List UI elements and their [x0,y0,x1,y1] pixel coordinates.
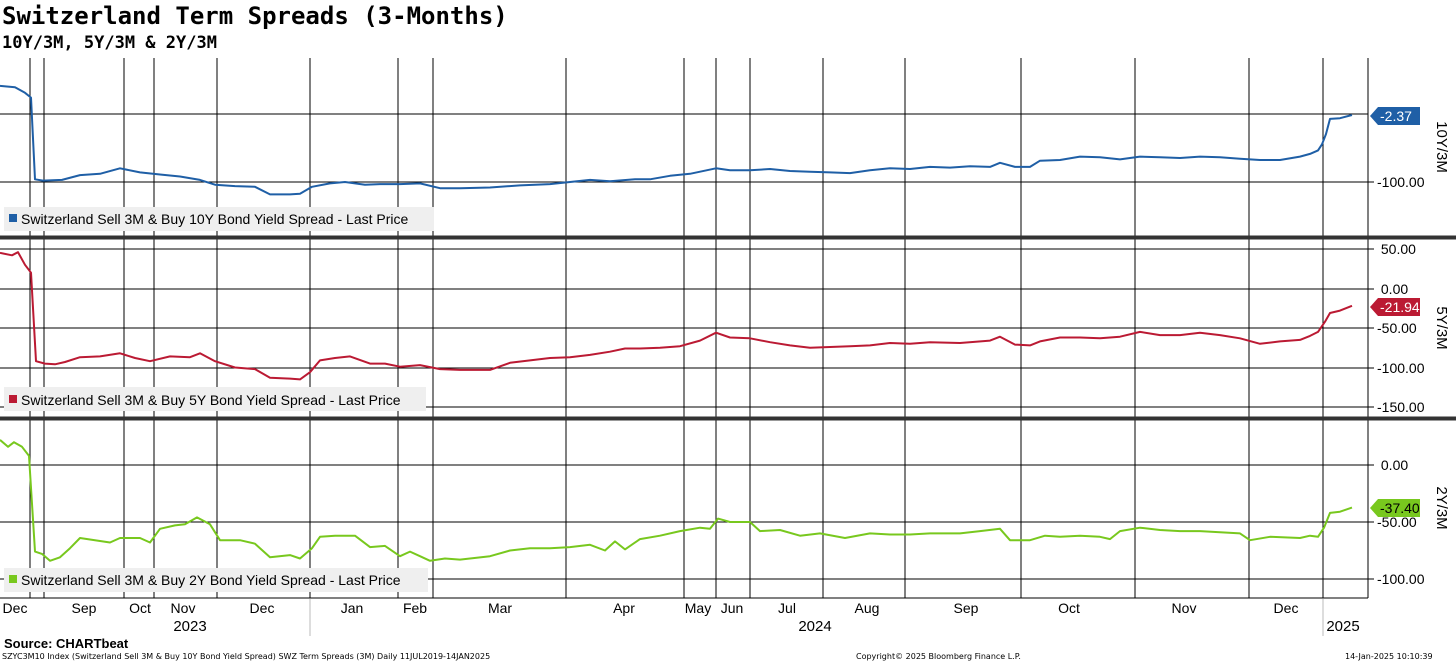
legend-box [4,568,428,592]
x-year-label: 2025 [1326,618,1359,635]
x-year-label: 2023 [173,618,206,635]
panel-2y-3m: 0.00 -50.00 -100.00 -37.40 2Y/3M Switzerland … [0,420,1450,598]
chart-subtitle: 10Y/3M, 5Y/3M & 2Y/3M [2,33,217,53]
y-tick-label: -150.00 [1377,399,1425,415]
x-tick-label: Sep [72,600,97,616]
footer-index-description: SZYC3M10 Index (Switzerland Sell 3M & Bu… [2,652,491,661]
x-tick-label: Dec [1274,600,1299,616]
legend-label: Switzerland Sell 3M & Buy 10Y Bond Yield… [21,211,408,227]
footer-copyright: Copyright© 2025 Bloomberg Finance L.P. [856,652,1021,661]
y-tick-label: 50.00 [1377,241,1416,257]
series-line-5y-3m [0,251,1353,381]
x-tick-label: Oct [1058,600,1080,616]
legend-swatch [9,395,17,403]
last-value-label: -21.94 [1380,299,1420,315]
y-axis-title: 5Y/3M [1433,306,1450,349]
footer-timestamp: 14-Jan-2025 10:10:39 [1345,652,1433,661]
series-line-2y-3m [0,439,1353,562]
chart-title: Switzerland Term Spreads (3-Months) [2,2,508,30]
legend-swatch [9,575,17,583]
x-tick-label: Aug [855,600,880,616]
source-label: Source: CHARTbeat [4,636,129,651]
x-tick-label: Sep [954,600,979,616]
y-tick-label: -50.00 [1377,320,1417,336]
legend-label: Switzerland Sell 3M & Buy 2Y Bond Yield … [21,572,401,588]
y-axis-title: 10Y/3M [1433,121,1450,173]
legend-label: Switzerland Sell 3M & Buy 5Y Bond Yield … [21,392,401,408]
x-tick-label: Mar [488,600,512,616]
x-tick-label: Feb [403,600,427,616]
x-tick-label: Oct [129,600,151,616]
last-value-tag [1370,298,1420,316]
legend-box [4,207,434,231]
y-tick-label: -100.00 [1377,571,1425,587]
y-axis-title: 2Y/3M [1433,486,1450,529]
last-value-label: -2.37 [1380,108,1412,124]
y-tick-label: -100.00 [1377,174,1425,190]
x-tick-label: Jan [341,600,364,616]
legend-box [4,387,426,411]
panel-5y-3m: 50.00 0.00 -50.00 -100.00 -150.00 -21.94 5Y/3… [0,239,1450,417]
x-tick-label: Apr [613,600,635,616]
last-value-label: -37.40 [1380,500,1420,516]
series-line-10y-3m [0,84,1353,196]
x-tick-label: Jun [721,600,744,616]
y-tick-label: 0.00 [1377,281,1408,297]
y-tick-label: 0.00 [1377,457,1408,473]
x-tick-label: Nov [1172,600,1197,616]
last-value-tag [1370,499,1420,517]
x-tick-label: May [685,600,711,616]
y-tick-label: -50.00 [1377,514,1417,530]
x-tick-label: Dec [3,600,28,616]
x-tick-label: Dec [250,600,275,616]
y-tick-label: -100.00 [1377,360,1425,376]
x-tick-label: Nov [171,600,196,616]
x-tick-label: Jul [778,600,796,616]
last-value-tag [1370,107,1420,125]
legend-swatch [9,214,17,222]
x-year-label: 2024 [798,618,831,635]
panel-10y-3m: -100.00 -2.37 10Y/3M Switzerland Sell 3M & … [0,58,1450,236]
